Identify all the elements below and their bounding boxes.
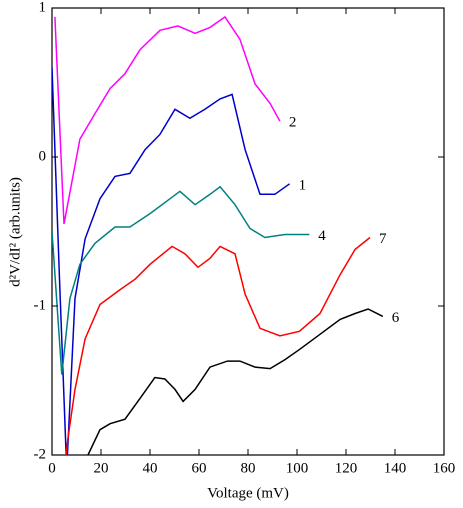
y-tick-label: 0 [39,148,47,164]
data-line [52,185,310,375]
series-label: 6 [392,310,400,326]
x-tick-label: 140 [384,460,407,476]
x-tick-label: 100 [286,460,309,476]
y-axis-label: d²V/dI² (arb.units) [7,177,23,287]
x-tick-label: 20 [94,460,109,476]
data-line [65,236,371,455]
x-tick-label: 160 [433,460,456,476]
series-label: 7 [379,231,387,247]
x-tick-label: 80 [241,460,256,476]
series-label: 1 [299,177,307,193]
data-line [87,308,384,455]
data-line [54,15,281,225]
x-tick-label: 120 [335,460,358,476]
y-tick-label: 1 [39,0,47,15]
x-tick-label: 60 [192,460,207,476]
x-tick-label: 0 [48,460,56,476]
x-axis-label: Voltage (mV) [207,485,289,501]
y-tick-label: -1 [34,297,47,313]
series-label: 4 [318,228,326,244]
x-tick-label: 40 [143,460,158,476]
plot-area [52,15,384,455]
y-tick-label: -2 [34,446,47,462]
data-line [52,67,291,455]
series-label: 2 [289,115,297,131]
